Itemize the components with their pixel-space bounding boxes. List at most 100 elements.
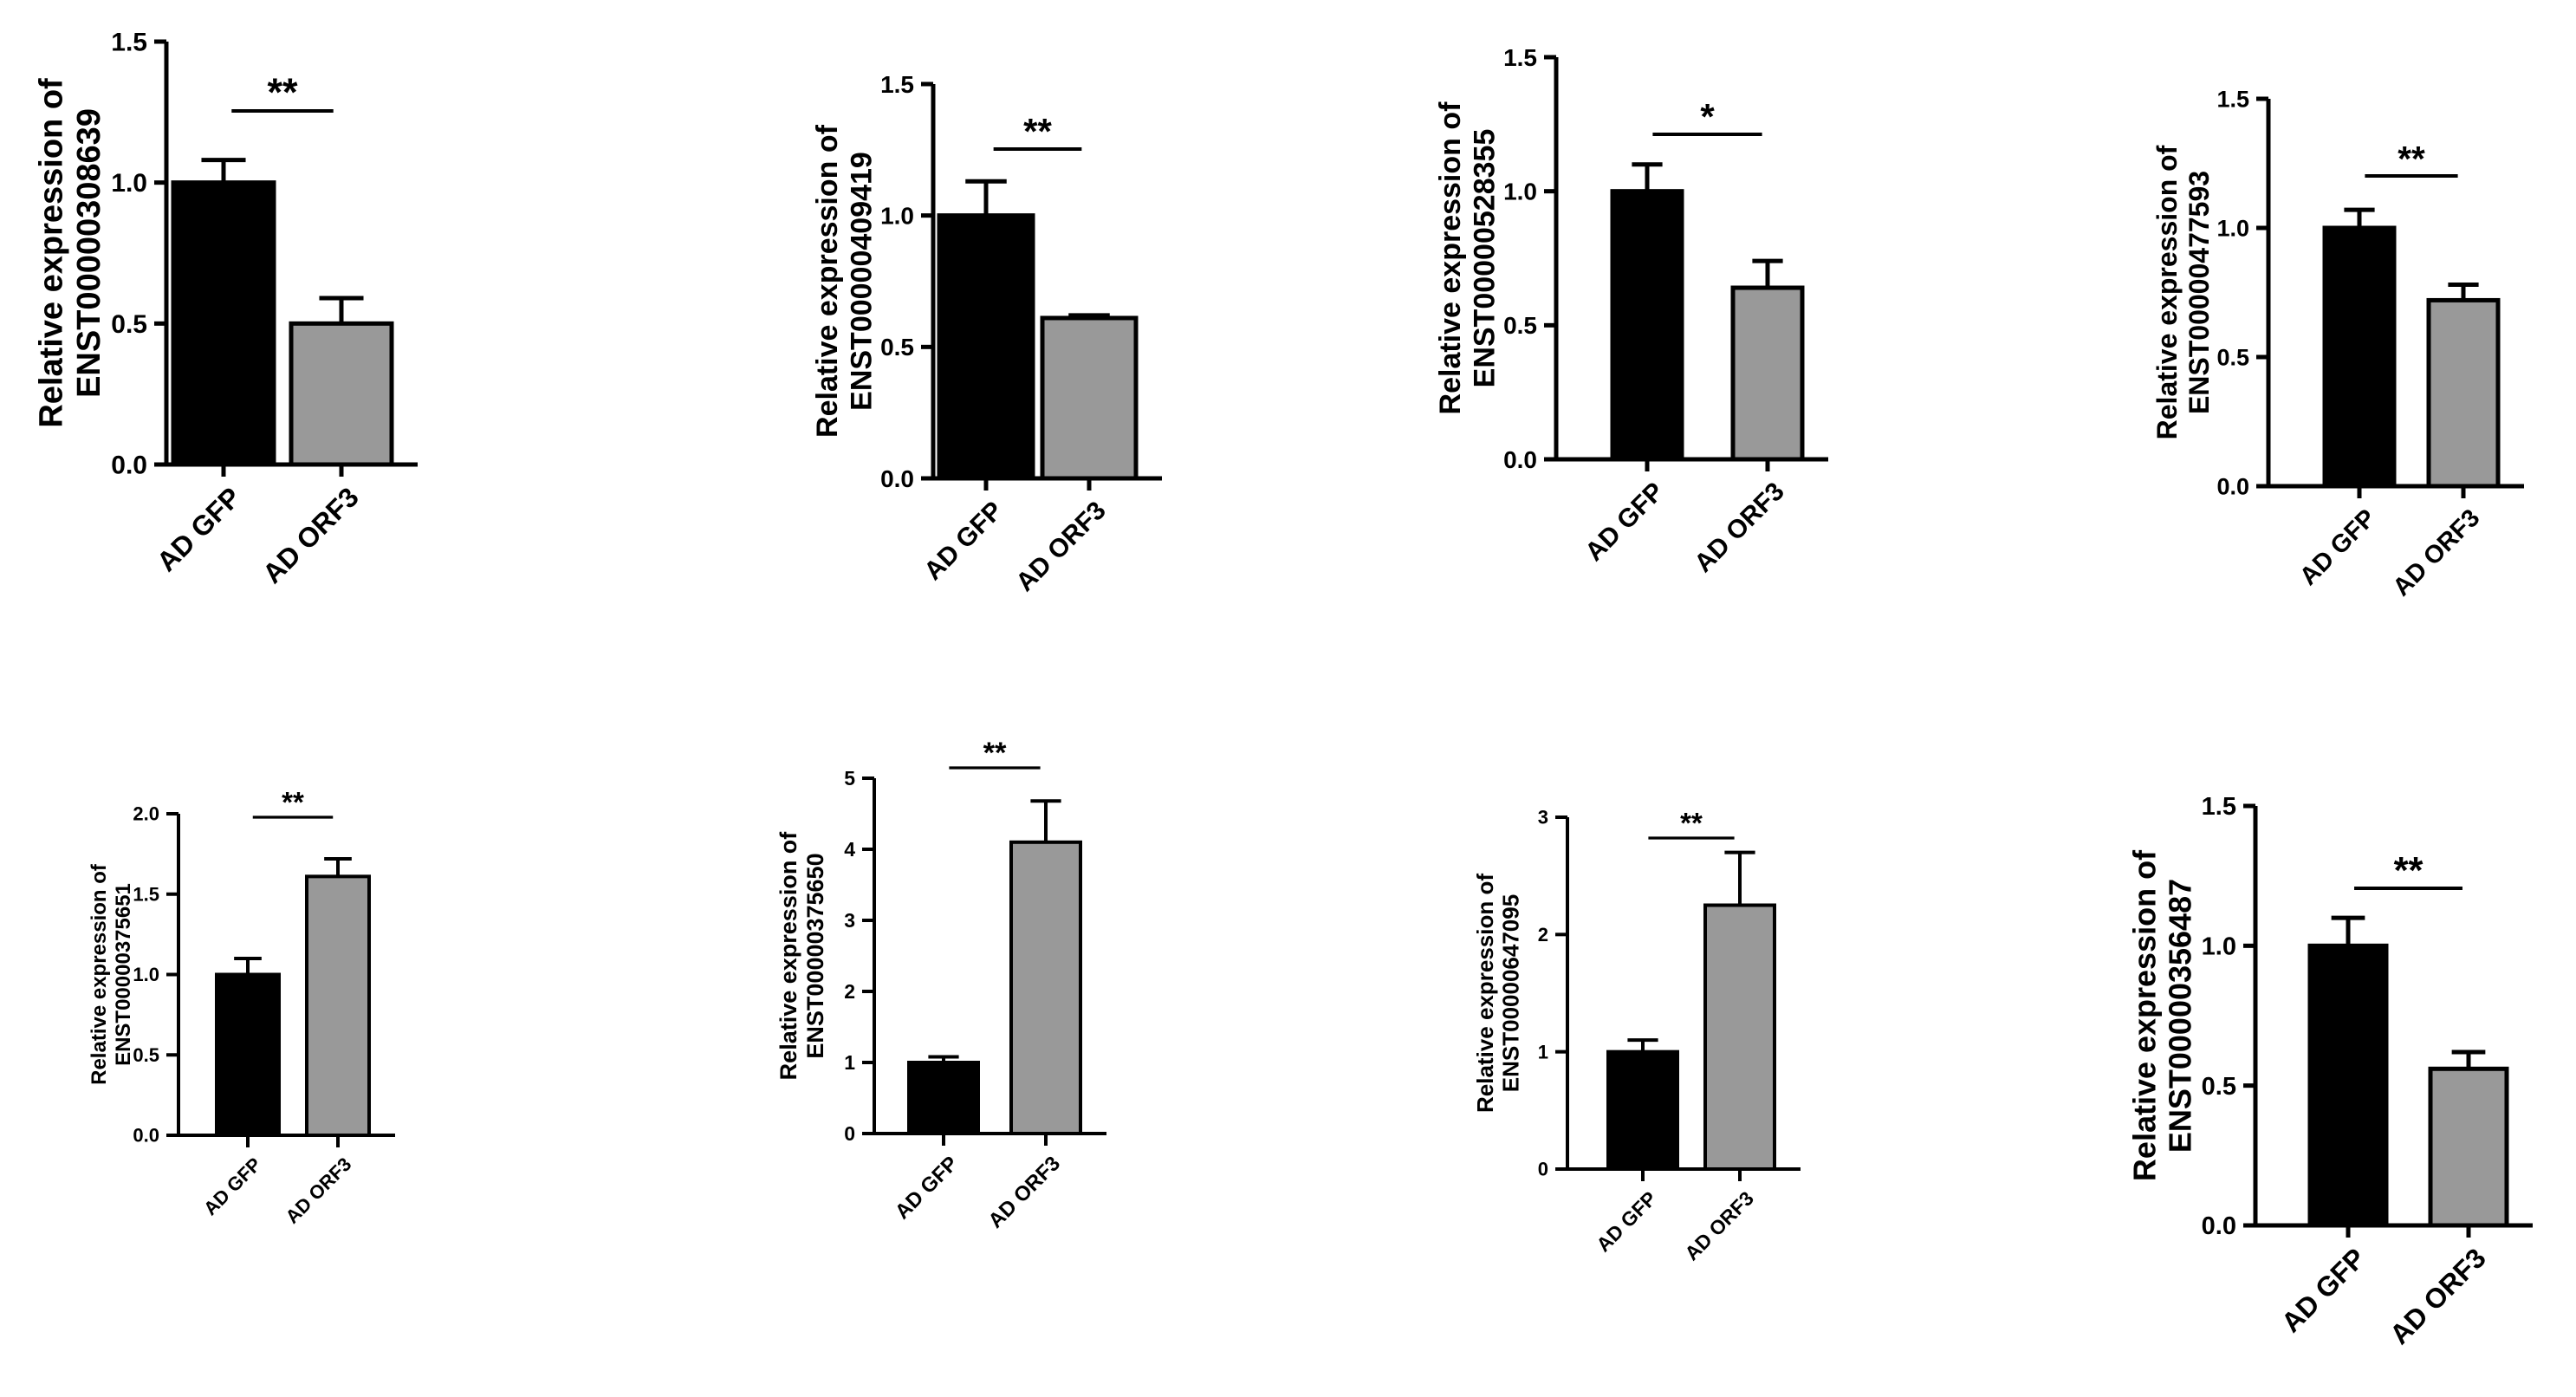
significance-stars: ** xyxy=(282,786,304,818)
y-tick-label: 3 xyxy=(1538,807,1548,828)
significance-stars: ** xyxy=(2398,139,2425,179)
chart-panel-1: 0.0 0.5 1.0 1.5 AD GFP AD ORF3 ** Relative expr… xyxy=(33,29,418,589)
y-axis-label-line2: ENST00000477593 xyxy=(2183,171,2215,414)
y-tick-label: 3 xyxy=(844,909,855,932)
y-tick-label: 1.0 xyxy=(111,169,147,198)
chart-panel-2: 0.0 0.5 1.0 1.5 AD GFP AD ORF3 ** Relative expr… xyxy=(811,71,1162,597)
x-category-label: AD GFP xyxy=(1580,477,1669,566)
bar-ad-orf3 xyxy=(1040,315,1139,481)
y-tick-label: 1 xyxy=(1538,1041,1548,1062)
y-tick-label: 0.5 xyxy=(133,1044,159,1066)
y-tick-label: 1.5 xyxy=(880,71,914,98)
x-category-label: AD GFP xyxy=(151,481,247,577)
x-category-label: AD GFP xyxy=(1592,1187,1661,1257)
y-axis-label-line2: ENST00000647095 xyxy=(1498,894,1524,1092)
bar-ad-orf3 xyxy=(2426,297,2501,489)
y-axis-label-line1: Relative expression of xyxy=(2151,145,2183,439)
x-category-label: AD ORF3 xyxy=(256,481,365,589)
y-tick-label: 0.0 xyxy=(2202,1212,2236,1240)
y-axis-label-line1: Relative expression of xyxy=(2126,849,2162,1181)
bar-ad-gfp xyxy=(1606,1049,1679,1171)
y-tick-label: 4 xyxy=(844,838,855,861)
significance-stars: ** xyxy=(2394,850,2424,892)
y-tick-label: 0.0 xyxy=(133,1125,159,1147)
x-category-label: AD GFP xyxy=(199,1153,265,1219)
bar-ad-orf3 xyxy=(1703,903,1776,1171)
significance-stars: * xyxy=(1700,96,1715,137)
y-axis-label-line2: ENST00000356487 xyxy=(2163,879,2198,1153)
chart-panel-8: 0.0 0.5 1.0 1.5 AD GFP AD ORF3 ** Relative expr… xyxy=(2126,793,2533,1350)
bar-ad-orf3 xyxy=(1730,285,1805,462)
y-tick-label: 2.0 xyxy=(133,803,159,825)
y-tick-label: 1 xyxy=(844,1051,855,1074)
y-axis-label-line1: Relative expression of xyxy=(775,831,801,1081)
bar-ad-orf3 xyxy=(289,321,394,467)
y-axis-label-line1: Relative expression of xyxy=(33,78,69,428)
bar-ad-gfp xyxy=(2322,225,2397,489)
significance-stars: ** xyxy=(267,70,298,114)
y-tick-label: 0.5 xyxy=(880,334,914,361)
bar-ad-gfp xyxy=(2307,943,2389,1228)
y-tick-label: 0.0 xyxy=(2216,473,2249,499)
significance-stars: ** xyxy=(1680,807,1703,839)
y-tick-label: 0 xyxy=(844,1122,855,1145)
y-tick-label: 1.5 xyxy=(133,883,159,905)
y-tick-label: 0.5 xyxy=(2216,344,2249,370)
y-tick-label: 1.5 xyxy=(111,29,147,57)
bar-ad-gfp xyxy=(171,180,276,467)
bar-ad-gfp xyxy=(937,213,1035,481)
y-axis-label-line2: ENST00000375651 xyxy=(112,883,135,1066)
y-tick-label: 1.0 xyxy=(880,202,914,229)
chart-panel-4: 0.0 0.5 1.0 1.5 AD GFP AD ORF3 ** Relative expr… xyxy=(2151,86,2524,601)
x-category-label: AD ORF3 xyxy=(1010,496,1111,596)
y-tick-label: 0 xyxy=(1538,1159,1548,1180)
bar-ad-orf3 xyxy=(305,874,371,1137)
y-tick-label: 0.0 xyxy=(1503,446,1537,473)
y-axis-label-line1: Relative expression of xyxy=(88,863,111,1085)
y-tick-label: 2 xyxy=(1538,924,1548,945)
bar-ad-orf3 xyxy=(1009,840,1082,1135)
y-tick-label: 1.5 xyxy=(2202,793,2236,821)
chart-panel-6: 0 1 2 3 4 5 AD GFP AD ORF3 ** Relative expression… xyxy=(775,737,1106,1233)
bar-ad-gfp xyxy=(907,1061,980,1135)
y-axis-label-line1: Relative expression of xyxy=(811,124,844,438)
significance-stars: ** xyxy=(1023,111,1052,152)
y-tick-label: 1.0 xyxy=(133,964,159,985)
x-category-label: AD GFP xyxy=(918,496,1008,585)
y-tick-label: 1.5 xyxy=(1503,44,1537,71)
y-tick-label: 1.0 xyxy=(2216,215,2249,241)
x-category-label: AD GFP xyxy=(2275,1242,2372,1338)
y-axis-label-line2: ENST00000409419 xyxy=(845,152,878,411)
chart-panel-7: 0 1 2 3 AD GFP AD ORF3 ** Relative expression o… xyxy=(1472,807,1801,1265)
y-axis-label-line2: ENST00000308639 xyxy=(71,108,107,398)
significance-stars: ** xyxy=(983,737,1007,770)
y-axis-label-line2: ENST00000528355 xyxy=(1468,129,1501,388)
chart-panel-3: 0.0 0.5 1.0 1.5 AD GFP AD ORF3 * Relative expre… xyxy=(1434,44,1828,578)
y-axis-label-line2: ENST00000375650 xyxy=(802,853,828,1058)
x-category-label: AD GFP xyxy=(891,1152,963,1224)
x-category-label: AD ORF3 xyxy=(1689,477,1789,577)
y-tick-label: 1.5 xyxy=(2216,86,2249,112)
bar-ad-gfp xyxy=(215,972,281,1137)
x-category-label: AD ORF3 xyxy=(2384,1242,2492,1350)
y-tick-label: 0.5 xyxy=(1503,312,1537,339)
y-tick-label: 5 xyxy=(844,767,855,789)
y-axis-label-line1: Relative expression of xyxy=(1434,101,1467,415)
bar-ad-gfp xyxy=(1610,189,1684,462)
x-category-label: AD ORF3 xyxy=(984,1152,1066,1233)
y-axis-label-line1: Relative expression of xyxy=(1472,874,1498,1113)
y-tick-label: 0.5 xyxy=(2202,1073,2236,1101)
x-category-label: AD ORF3 xyxy=(281,1153,355,1228)
x-category-label: AD ORF3 xyxy=(2388,504,2486,602)
y-tick-label: 0.0 xyxy=(111,452,147,480)
x-category-label: AD GFP xyxy=(2294,504,2381,591)
bar-ad-orf3 xyxy=(2428,1066,2509,1228)
chart-panel-5: 0.0 0.5 1.0 1.5 2.0 AD GFP AD ORF3 ** Relative e… xyxy=(88,786,395,1228)
y-tick-label: 1.0 xyxy=(2202,932,2236,960)
x-category-label: AD ORF3 xyxy=(1680,1187,1758,1265)
y-tick-label: 1.0 xyxy=(1503,178,1537,205)
y-tick-label: 0.5 xyxy=(111,310,147,339)
y-tick-label: 2 xyxy=(844,980,855,1003)
y-tick-label: 0.0 xyxy=(880,465,914,492)
